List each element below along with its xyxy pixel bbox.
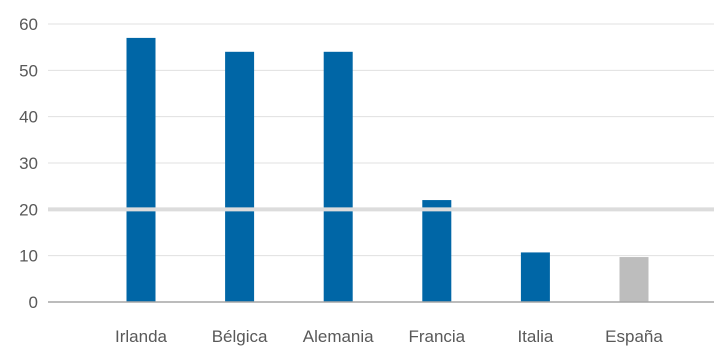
x-tick-label: Francia xyxy=(408,327,465,346)
x-tick-label: España xyxy=(605,327,663,346)
bar-irlanda xyxy=(126,37,156,303)
bar-españa xyxy=(619,257,649,302)
bar-alemania xyxy=(323,51,353,302)
x-axis-ticks: Irlanda Bélgica Alemania Francia Italia Españ… xyxy=(115,327,663,346)
y-axis-ticks: 0 10 20 30 40 50 60 xyxy=(19,15,38,312)
bar-bélgica xyxy=(225,51,255,302)
y-tick-label: 40 xyxy=(19,108,38,127)
y-tick-label: 60 xyxy=(19,15,38,34)
y-tick-label: 30 xyxy=(19,154,38,173)
y-tick-label: 0 xyxy=(29,293,38,312)
x-tick-label: Italia xyxy=(517,327,553,346)
x-tick-label: Alemania xyxy=(303,327,374,346)
y-tick-label: 50 xyxy=(19,61,38,80)
bars xyxy=(126,37,649,303)
x-tick-label: Bélgica xyxy=(212,327,268,346)
y-tick-label: 20 xyxy=(19,200,38,219)
bar-italia xyxy=(520,252,550,302)
y-tick-label: 10 xyxy=(19,247,38,266)
x-tick-label: Irlanda xyxy=(115,327,168,346)
bar-francia xyxy=(422,200,452,302)
